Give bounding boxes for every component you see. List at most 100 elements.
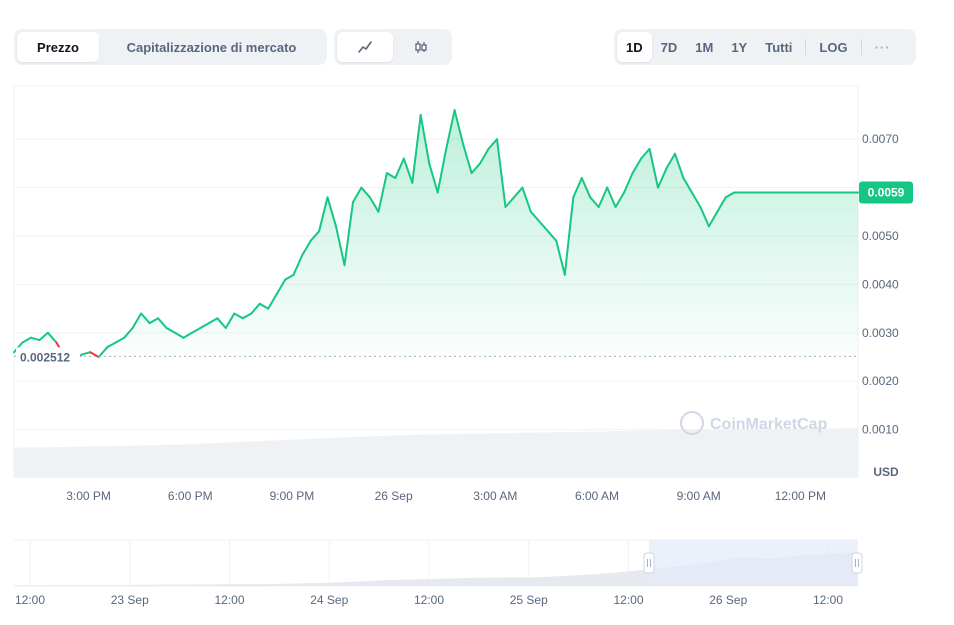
price-segment	[224, 312, 236, 329]
price-segment	[38, 331, 49, 342]
navigator-area	[14, 552, 858, 586]
price-segment	[411, 114, 422, 184]
price-segment	[233, 312, 244, 320]
range-all[interactable]: Tutti	[765, 39, 793, 55]
price-segment	[504, 196, 515, 208]
line-chart-button[interactable]	[337, 32, 393, 62]
more-options-button[interactable]: ···	[874, 39, 891, 55]
price-segment	[29, 336, 41, 342]
price-segment	[563, 196, 575, 276]
range-toggle: 1D 7D 1M 1Y Tutti LOG ···	[614, 29, 916, 65]
price-segment	[174, 331, 185, 339]
price-segment	[690, 191, 702, 208]
price-segment	[267, 293, 278, 310]
price-chart[interactable]: 0.0010 0.0020 0.0030 0.0040 0.0050 0.0070 3:0…	[0, 80, 954, 510]
y-tick-label: 0.0030	[862, 326, 899, 340]
price-segment	[665, 152, 676, 170]
navigator-tick-label: 12:00	[813, 593, 843, 607]
navigator-tick-label: 25 Sep	[510, 593, 548, 607]
current-price-badge: 0.0059	[859, 181, 913, 204]
price-segment	[470, 162, 482, 175]
divider	[860, 39, 862, 55]
y-tick-label: 0.0020	[862, 374, 899, 388]
navigator-shape	[14, 552, 858, 586]
candlestick-button[interactable]	[393, 32, 449, 62]
y-tick-label: 0.0070	[862, 132, 899, 146]
navigator-tick-label: 23 Sep	[111, 593, 149, 607]
price-segment	[21, 336, 32, 344]
x-tick-label: 6:00 AM	[575, 489, 619, 503]
price-segment	[496, 138, 507, 208]
x-axis: 3:00 PM 6:00 PM 9:00 PM 26 Sep 3:00 AM 6:00 A…	[66, 489, 826, 503]
metric-toggle: Prezzo Capitalizzazione di mercato	[14, 29, 327, 65]
price-segment	[292, 254, 304, 276]
price-segment	[385, 172, 397, 179]
y-tick-label: 0.0040	[862, 277, 899, 291]
navigator-selection[interactable]	[643, 540, 863, 586]
price-line	[13, 109, 859, 363]
range-1m[interactable]: 1M	[695, 39, 714, 55]
price-segment	[640, 147, 651, 160]
price-segment	[674, 152, 685, 179]
price-segment	[445, 109, 456, 150]
price-segment	[546, 230, 558, 242]
navigator-x-axis: 12:00 23 Sep 12:00 24 Sep 12:00 25 Sep 12:00 26…	[15, 593, 843, 607]
price-segment	[250, 302, 261, 315]
price-segment	[13, 341, 24, 354]
volume-shape	[14, 428, 858, 478]
navigator-tick-label: 26 Sep	[709, 593, 747, 607]
chart-type-toggle	[334, 29, 452, 65]
divider	[805, 39, 807, 55]
price-segment	[724, 191, 736, 199]
price-area	[14, 110, 858, 357]
price-segment	[199, 322, 210, 329]
price-segment	[572, 177, 583, 199]
range-navigator[interactable]: 12:00 23 Sep 12:00 24 Sep 12:00 25 Sep 12:00 26…	[0, 530, 954, 620]
price-segment	[284, 273, 295, 281]
line-chart-icon	[358, 41, 372, 53]
range-7d[interactable]: 7D	[660, 39, 678, 55]
range-1y[interactable]: 1Y	[731, 39, 748, 55]
price-segment	[716, 196, 727, 213]
price-segment	[241, 312, 253, 320]
price-segment	[606, 186, 617, 208]
price-segment	[529, 210, 541, 223]
tab-prezzo[interactable]: Prezzo	[17, 32, 99, 62]
x-tick-label: 9:00 AM	[677, 489, 721, 503]
price-segment	[538, 220, 549, 233]
handle-grip[interactable]	[851, 552, 863, 574]
price-segment	[394, 157, 405, 179]
price-segment	[597, 186, 609, 208]
price-segment	[309, 230, 321, 242]
price-segment	[479, 147, 490, 165]
price-segment	[258, 302, 270, 310]
price-segment	[131, 312, 143, 329]
handle-grip[interactable]	[643, 552, 655, 574]
watermark: CoinMarketCap	[680, 411, 828, 435]
reference-price-label: 0.002512	[16, 347, 80, 366]
price-segment	[140, 312, 151, 325]
price-segment	[352, 186, 363, 204]
price-segment	[580, 177, 592, 199]
price-segment	[114, 336, 126, 344]
price-segment	[182, 331, 193, 339]
svg-text:0.002512: 0.002512	[20, 350, 70, 364]
range-1d[interactable]: 1D	[617, 32, 652, 62]
price-segment	[682, 177, 693, 194]
price-segment	[123, 327, 134, 339]
price-segment	[555, 239, 566, 276]
navigator-left-handle[interactable]	[643, 552, 655, 574]
price-segment	[707, 210, 719, 228]
navigator-selected-range[interactable]	[649, 540, 858, 586]
navigator-right-handle[interactable]	[851, 552, 863, 574]
price-segment	[157, 317, 168, 329]
price-segment	[216, 317, 227, 329]
price-segment	[614, 191, 626, 208]
x-tick-label: 6:00 PM	[168, 489, 213, 503]
tab-market-cap[interactable]: Capitalizzazione di mercato	[126, 39, 297, 55]
price-segment	[402, 157, 414, 184]
navigator-tick-label: 12:00	[613, 593, 643, 607]
x-tick-label: 26 Sep	[375, 489, 413, 503]
log-scale-button[interactable]: LOG	[819, 39, 848, 55]
price-segment	[631, 157, 643, 175]
